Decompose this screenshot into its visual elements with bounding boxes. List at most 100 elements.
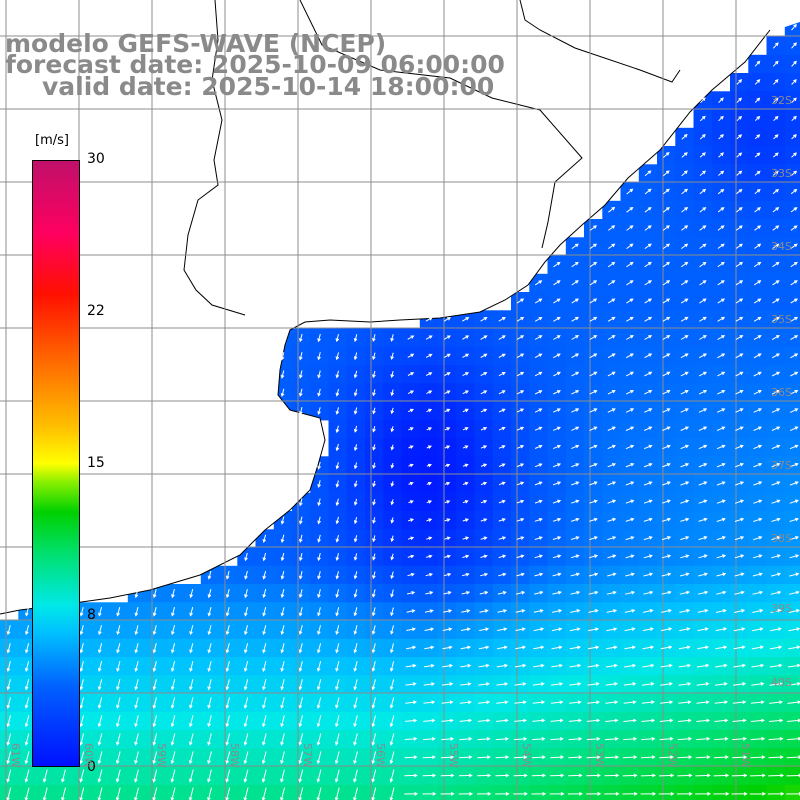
wind-speed-cell bbox=[784, 200, 800, 220]
wind-arrow bbox=[716, 481, 726, 486]
wind-arrow bbox=[753, 536, 763, 541]
wind-arrow bbox=[733, 663, 746, 668]
wind-arrow bbox=[335, 661, 340, 672]
wind-arrow bbox=[626, 206, 634, 213]
wind-arrow bbox=[335, 589, 340, 599]
wind-speed-cell bbox=[748, 182, 768, 202]
wind-arrow bbox=[390, 499, 395, 506]
wind-arrow bbox=[607, 463, 617, 468]
wind-speed-cell bbox=[784, 237, 800, 257]
wind-arrow bbox=[791, 170, 798, 176]
wind-arrow bbox=[225, 733, 231, 746]
wind-arrow bbox=[550, 736, 564, 741]
wind-arrow bbox=[514, 682, 527, 686]
wind-speed-cell bbox=[492, 784, 512, 800]
wind-arrow bbox=[444, 408, 451, 413]
wind-arrow bbox=[299, 370, 303, 379]
wind-speed-cell bbox=[456, 328, 476, 348]
wind-arrow bbox=[736, 115, 743, 122]
wind-arrow bbox=[606, 609, 618, 613]
wind-arrow bbox=[317, 534, 321, 543]
wind-speed-cell bbox=[748, 784, 768, 800]
wind-speed-cell bbox=[602, 328, 622, 348]
wind-arrow bbox=[134, 751, 139, 765]
wind-arrow bbox=[771, 536, 781, 541]
wind-arrow bbox=[440, 791, 455, 796]
wind-speed-cell bbox=[748, 310, 768, 330]
wind-arrow bbox=[116, 679, 121, 691]
wind-arrow bbox=[696, 682, 710, 686]
wind-arrow bbox=[699, 170, 707, 176]
wind-arrow bbox=[641, 755, 656, 760]
wind-arrow bbox=[335, 443, 340, 452]
wind-arrow bbox=[718, 152, 724, 158]
wind-arrow bbox=[772, 261, 780, 268]
wind-arrow bbox=[353, 498, 358, 506]
wind-arrow bbox=[773, 152, 779, 158]
wind-arrow bbox=[732, 755, 748, 760]
wind-arrow bbox=[625, 536, 635, 541]
wind-arrow bbox=[606, 590, 617, 595]
wind-arrow bbox=[317, 607, 321, 617]
wind-arrow bbox=[42, 787, 48, 800]
wind-arrow bbox=[681, 170, 688, 177]
wind-arrow bbox=[498, 372, 506, 377]
wind-speed-cell bbox=[748, 91, 768, 111]
wind-arrow bbox=[116, 625, 121, 636]
wind-arrow bbox=[788, 608, 800, 613]
wind-arrow bbox=[571, 426, 580, 431]
wind-arrow bbox=[771, 335, 780, 341]
wind-speed-cell bbox=[638, 383, 658, 403]
wind-speed-cell bbox=[784, 73, 800, 92]
wind-arrow bbox=[791, 79, 797, 85]
wind-arrow bbox=[61, 787, 66, 800]
wind-arrow bbox=[6, 697, 11, 709]
wind-arrow bbox=[773, 134, 779, 140]
wind-arrow bbox=[390, 444, 395, 451]
wind-arrow bbox=[678, 700, 692, 705]
wind-arrow bbox=[498, 408, 506, 413]
wind-arrow bbox=[643, 499, 653, 504]
wind-arrow bbox=[79, 751, 85, 765]
lon-label: 57W bbox=[301, 743, 314, 768]
wind-arrow bbox=[623, 718, 637, 723]
wind-arrow bbox=[698, 517, 708, 522]
wind-arrow bbox=[317, 571, 321, 580]
wind-arrow bbox=[498, 481, 506, 486]
wind-arrow bbox=[607, 316, 616, 322]
wind-arrow bbox=[626, 188, 634, 195]
wind-arrow bbox=[353, 352, 358, 361]
wind-arrow bbox=[643, 517, 653, 522]
wind-arrow bbox=[772, 280, 780, 286]
wind-arrow bbox=[533, 627, 545, 632]
wind-arrow bbox=[678, 663, 692, 668]
wind-arrow bbox=[390, 625, 394, 635]
wind-arrow bbox=[642, 663, 655, 668]
lat-label: 33S bbox=[771, 167, 792, 180]
wind-arrow bbox=[497, 609, 508, 613]
wind-arrow bbox=[680, 408, 689, 413]
wind-arrow bbox=[516, 371, 525, 377]
wind-arrow bbox=[607, 554, 617, 559]
wind-arrow bbox=[589, 353, 598, 359]
wind-arrow bbox=[406, 591, 416, 595]
wind-arrow bbox=[605, 663, 618, 668]
wind-arrow bbox=[680, 444, 690, 450]
wind-arrow bbox=[680, 298, 689, 304]
wind-arrow bbox=[770, 572, 782, 577]
wind-arrow bbox=[225, 661, 230, 673]
wind-arrow bbox=[404, 791, 419, 796]
wind-arrow bbox=[280, 643, 285, 654]
wind-arrow bbox=[607, 572, 617, 577]
wind-arrow bbox=[390, 370, 395, 379]
wind-arrow bbox=[623, 682, 637, 686]
wind-arrow bbox=[717, 335, 726, 341]
wind-arrow bbox=[699, 261, 707, 268]
wind-arrow bbox=[152, 661, 157, 673]
wind-arrow bbox=[625, 408, 635, 413]
wind-arrow bbox=[115, 733, 121, 746]
wind-arrow bbox=[644, 243, 652, 250]
wind-arrow bbox=[587, 663, 600, 668]
wind-arrow bbox=[713, 755, 729, 760]
wind-speed-cell bbox=[657, 346, 676, 366]
